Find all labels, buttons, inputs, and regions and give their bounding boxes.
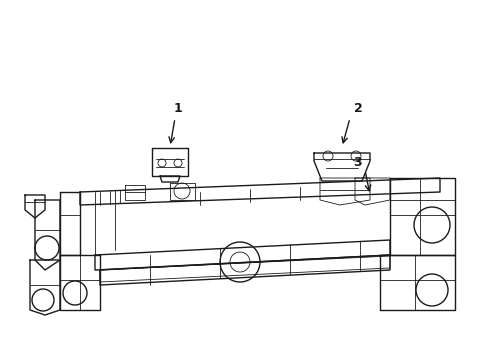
Text: 3: 3: [353, 156, 362, 168]
Text: 2: 2: [353, 102, 362, 114]
Text: 1: 1: [173, 102, 182, 114]
